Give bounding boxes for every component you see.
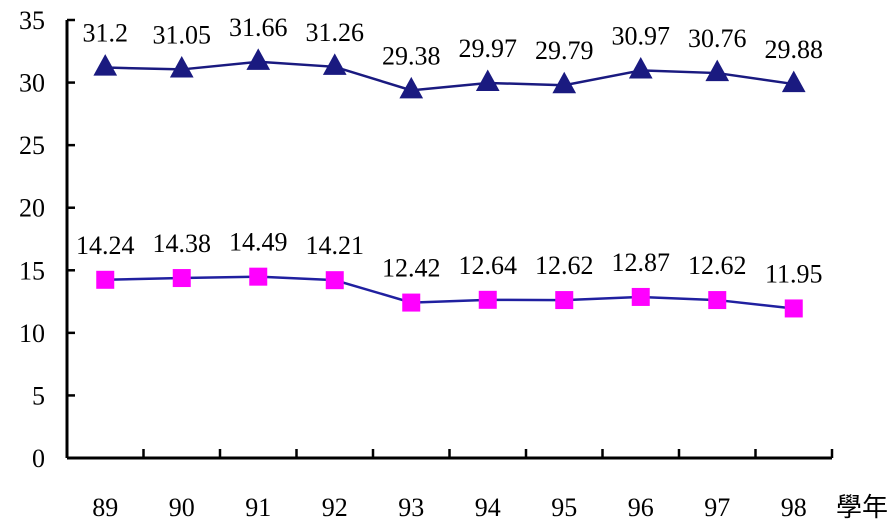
series-2-point — [249, 267, 268, 286]
series-2-data-label: 14.24 — [76, 231, 135, 260]
series-1-point — [246, 48, 271, 70]
series-2-data-label: 14.49 — [229, 228, 288, 257]
series-2-point — [325, 271, 344, 290]
series-2-data-label: 14.38 — [153, 229, 212, 258]
series-1-point — [169, 55, 194, 78]
series-1-point — [322, 53, 347, 75]
y-tick-label: 15 — [19, 256, 45, 285]
series-layer — [93, 48, 806, 318]
x-tick-label: 91 — [245, 493, 271, 522]
y-tick-label: 30 — [19, 69, 45, 98]
series-1-data-label: 31.05 — [153, 20, 212, 49]
x-tick-label: 95 — [551, 493, 577, 522]
series-1-point — [475, 69, 500, 92]
series-1-point — [399, 76, 424, 99]
series-1-data-label: 30.97 — [612, 21, 671, 50]
series-2-data-label: 12.62 — [535, 251, 594, 280]
series-1-point — [781, 70, 806, 93]
axes: 0 5 10 15 20 25 30 35 89 90 91 92 93 94 95 96 97 98 學年 — [19, 6, 888, 522]
series-1-data-label: 29.79 — [535, 36, 594, 65]
series-1-line — [105, 60, 794, 92]
series-2-data-label: 12.42 — [382, 254, 441, 283]
series-1-data-label: 31.26 — [306, 18, 365, 47]
series-2-point — [708, 291, 727, 310]
x-tick-label: 97 — [704, 493, 730, 522]
series-1-data-label: 29.38 — [382, 41, 441, 70]
series-2-data-label: 12.64 — [459, 251, 518, 280]
series-2-point — [172, 269, 191, 288]
x-tick-label: 93 — [398, 493, 424, 522]
series-1-point — [628, 56, 653, 79]
series-2-data-label: 12.62 — [688, 251, 747, 280]
x-tick-label: 94 — [475, 493, 501, 522]
y-tick-label: 10 — [19, 319, 45, 348]
y-tick-label: 25 — [19, 131, 45, 160]
x-axis-unit-label: 學年 — [836, 493, 888, 522]
series-1-point — [705, 59, 730, 82]
series-1-data-label: 29.88 — [765, 35, 824, 64]
data-labels: 31.2 31.05 31.66 31.26 29.38 29.97 29.79 30.97 3… — [76, 13, 823, 289]
x-tick-label: 92 — [322, 493, 348, 522]
x-tick-label: 89 — [92, 493, 118, 522]
series-2-data-label: 14.21 — [306, 231, 365, 260]
series-2-point — [555, 291, 574, 310]
series-2-point — [402, 293, 421, 312]
y-tick-label: 5 — [32, 381, 45, 410]
series-2-data-label: 11.95 — [765, 259, 823, 288]
y-tick-label: 35 — [19, 6, 45, 35]
y-tick-label: 20 — [19, 194, 45, 223]
x-tick-label: 96 — [628, 493, 654, 522]
series-1-point — [93, 54, 118, 76]
series-1-point — [552, 71, 577, 94]
series-2-data-label: 12.87 — [612, 248, 671, 277]
series-2-point — [784, 299, 803, 318]
series-1-data-label: 29.97 — [459, 34, 518, 63]
series-2-point — [631, 287, 650, 306]
series-1-data-label: 30.76 — [688, 24, 747, 53]
x-tick-label: 98 — [781, 493, 807, 522]
series-1-data-label: 31.2 — [83, 19, 129, 48]
series-2-line — [105, 275, 794, 310]
series-1-data-label: 31.66 — [229, 13, 288, 42]
y-tick-label: 0 — [32, 444, 45, 473]
series-2-point — [478, 290, 497, 309]
series-2-point — [96, 270, 115, 289]
x-tick-label: 90 — [169, 493, 195, 522]
